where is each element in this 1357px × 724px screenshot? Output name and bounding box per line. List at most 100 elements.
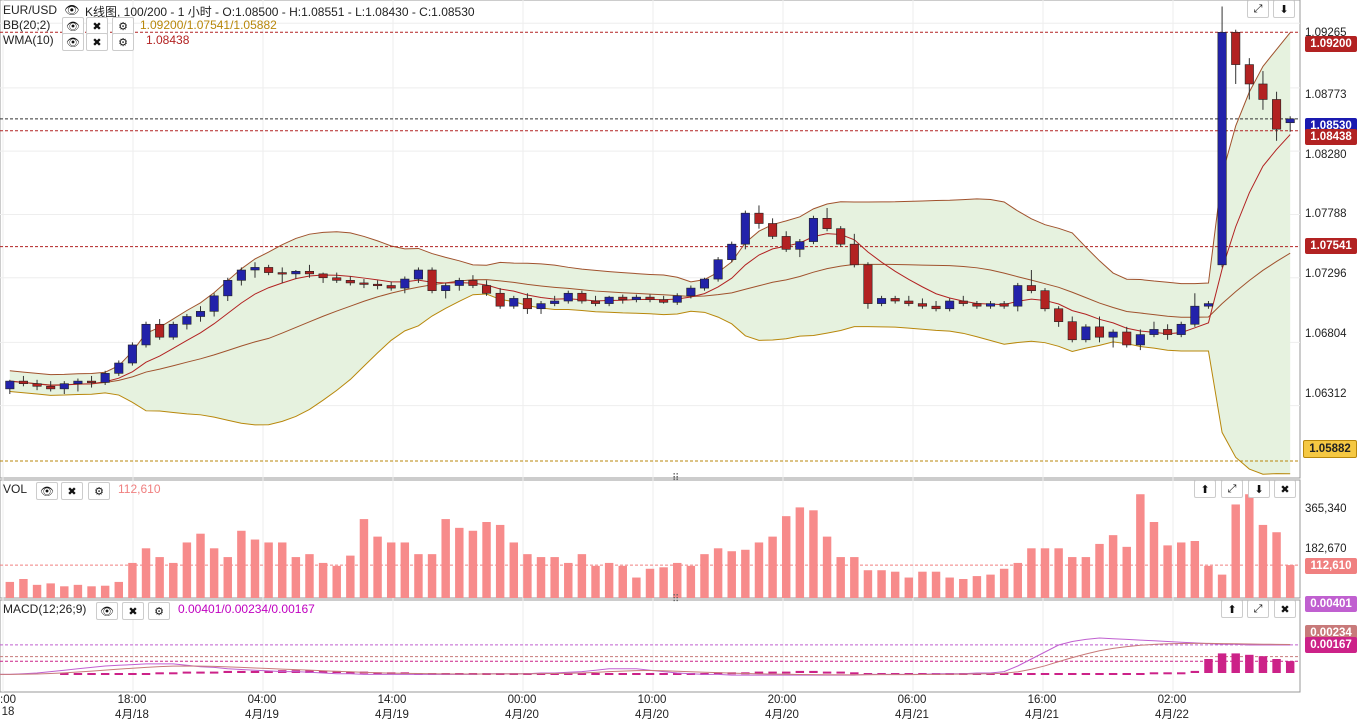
volume-bar [904, 577, 914, 598]
volume-bar [32, 584, 42, 598]
maximize-icon[interactable]: ⤢ [1247, 600, 1269, 618]
volume-bar [155, 557, 164, 598]
macd-histogram-bar [577, 673, 587, 675]
volume-bar [536, 557, 546, 598]
volume-bar [346, 555, 355, 598]
close-icon[interactable]: ✖ [1274, 600, 1296, 618]
arrow-down-icon[interactable]: ⬇ [1248, 480, 1270, 498]
volume-bar [1245, 494, 1254, 598]
macd-name: MACD(12;26;9) [3, 602, 87, 616]
candle-body [1285, 118, 1295, 124]
eye-icon[interactable]: 👁 [36, 482, 58, 500]
volume-bar [999, 568, 1009, 598]
time-label: :00 18 [0, 694, 38, 718]
date-value: 4月/20 [635, 709, 669, 721]
maximize-icon[interactable]: ⤢ [1247, 0, 1269, 18]
arrow-up-icon[interactable]: ⬆ [1194, 480, 1216, 498]
macd-histogram-bar [1122, 673, 1131, 675]
volume-bar [278, 542, 287, 598]
volume-bar [427, 554, 437, 598]
macd-histogram-bar [128, 673, 137, 675]
close-icon[interactable]: ✖ [86, 33, 108, 51]
gear-icon[interactable]: ⚙ [112, 33, 134, 51]
macd-histogram-bar [1054, 673, 1063, 675]
volume-bar [60, 586, 69, 598]
volume-bar [468, 530, 478, 598]
volume-bar [196, 533, 205, 598]
volume-bar [850, 557, 859, 598]
volume-bar [972, 576, 982, 598]
close-icon[interactable]: ✖ [122, 602, 144, 620]
close-icon[interactable]: ✖ [1274, 480, 1296, 498]
candle-body [495, 292, 505, 307]
candle-body [87, 380, 97, 383]
candle-body [223, 280, 233, 297]
gear-icon[interactable]: ⚙ [88, 482, 110, 500]
volume-bar [1068, 557, 1077, 598]
eye-icon[interactable]: 👁 [62, 33, 84, 51]
candle-body [250, 267, 260, 271]
signal-line [0, 642, 1291, 676]
close-icon[interactable]: ✖ [61, 482, 83, 500]
candle-body [972, 303, 982, 307]
volume-bar [1163, 545, 1172, 598]
candle-body [182, 316, 192, 325]
macd-histogram-bar [795, 670, 805, 673]
gear-icon[interactable]: ⚙ [148, 602, 170, 620]
date-value: 4月/22 [1155, 709, 1189, 721]
arrow-up-icon[interactable]: ⬆ [1221, 600, 1243, 618]
candle-body [73, 380, 83, 384]
maximize-icon[interactable]: ⤢ [1221, 480, 1243, 498]
volume-bar [945, 577, 954, 598]
price-tag-wma: 1.08438 [1305, 129, 1357, 145]
bollinger-middle-line [9, 252, 1291, 386]
macd-histogram-bar [659, 673, 668, 675]
macd-histogram-bar [781, 671, 791, 674]
volume-bar [386, 542, 396, 598]
candle-body [890, 298, 900, 302]
candle-body [5, 380, 15, 390]
eye-icon[interactable]: 👁 [64, 3, 80, 17]
volume-bar [727, 551, 736, 598]
candle-body [332, 277, 342, 281]
volume-bar [959, 579, 968, 598]
volume-bar [1258, 524, 1268, 598]
candle-body [740, 212, 750, 245]
candle-body [482, 285, 492, 294]
candle-body [563, 292, 573, 302]
volume-bar [495, 524, 505, 598]
macd-histogram-bar [373, 672, 382, 675]
volume-bar [1149, 522, 1159, 598]
macd-histogram-bar [1095, 673, 1104, 675]
volume-bar [986, 574, 995, 598]
candle-body [727, 243, 737, 260]
volume-bar [318, 562, 328, 598]
volume-bar [523, 554, 532, 598]
macd-histogram-bar [564, 673, 573, 675]
time-label: 18:00 4月/18 [102, 694, 162, 722]
macd-histogram-bar [223, 670, 232, 673]
price-label: 1.08280 [1305, 149, 1347, 161]
macd-histogram-bar [1245, 654, 1254, 673]
candle-body [1054, 308, 1064, 322]
candle-body [686, 287, 696, 297]
candle-body [904, 300, 914, 304]
candle-body [141, 323, 151, 346]
candle-body [114, 362, 124, 374]
date-value: 4月/21 [1025, 709, 1059, 721]
candle-body [822, 218, 832, 229]
volume-bar [1136, 494, 1145, 598]
time-label: 04:00 4月/19 [232, 694, 292, 722]
candle-body [659, 299, 669, 303]
volume-bar [169, 562, 178, 598]
close-icon[interactable]: ✖ [86, 17, 108, 35]
candle-body [18, 380, 28, 384]
volume-bar [291, 557, 301, 598]
volume-bar [1190, 541, 1200, 598]
eye-icon[interactable]: 👁 [96, 602, 118, 620]
arrow-down-icon[interactable]: ⬇ [1273, 0, 1295, 18]
candle-body [877, 298, 887, 304]
macd-histogram-bar [1231, 653, 1240, 673]
